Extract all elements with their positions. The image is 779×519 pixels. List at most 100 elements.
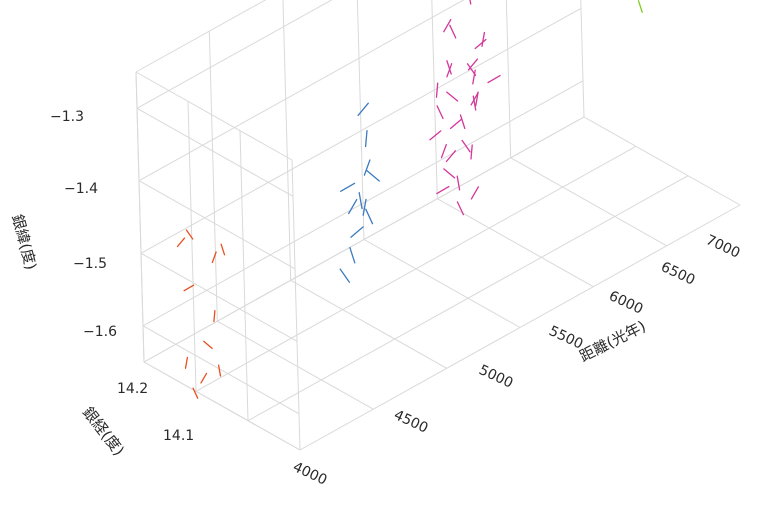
floor-gridline (217, 320, 374, 410)
data-segment (637, 0, 643, 13)
x-tick: 7000 (703, 232, 742, 262)
data-segment (443, 168, 456, 179)
data-segment (470, 92, 479, 106)
data-segment (364, 129, 368, 148)
side-gridline (140, 252, 298, 342)
x-tick: 5000 (476, 362, 515, 392)
floor-gridline (510, 157, 667, 247)
data-segment (349, 246, 356, 264)
data-segment (350, 226, 364, 238)
data-segment (176, 237, 186, 248)
x-tick: 4000 (290, 459, 329, 489)
data-segment (203, 340, 213, 350)
side-gridline (291, 159, 301, 451)
side-gridline (135, 71, 145, 363)
wall-gridline (138, 0, 465, 182)
data-segment (211, 251, 217, 264)
floor-gridline (290, 279, 447, 369)
data-segment (481, 31, 486, 47)
data-segment (461, 139, 471, 153)
labels: 4000 4500 5000 5500 6000 6500 7000 距離(光年… (8, 109, 742, 489)
floor-gridline (363, 239, 521, 328)
wall-gridline (135, 0, 267, 73)
y-tick: 14.2 (117, 381, 148, 397)
side-gridline (135, 71, 293, 161)
data-segment (467, 58, 479, 71)
wall-gridline (282, 0, 292, 281)
side-gridline (136, 107, 294, 197)
data-segment (446, 91, 459, 102)
x-tick: 4500 (391, 407, 430, 437)
floor-gridline (583, 116, 741, 206)
data-segment (472, 69, 476, 85)
data-segment (456, 201, 465, 216)
side-gridline (187, 101, 197, 392)
x-axis-title: 距離(光年) (577, 317, 649, 366)
wall-gridline (356, 0, 365, 240)
data-segment (213, 309, 216, 323)
z-tick: −1.6 (83, 324, 117, 340)
data-segment (357, 102, 369, 117)
data-segment (366, 170, 380, 182)
data-segment (220, 243, 226, 256)
data-segment (474, 38, 487, 50)
data-segment (470, 186, 480, 200)
data-segment (348, 198, 358, 215)
floor-gridline (195, 145, 637, 392)
data-segment (435, 82, 439, 98)
data-segment (446, 60, 452, 75)
wall-gridline (208, 31, 218, 322)
data-segment (192, 387, 199, 399)
data-segment (185, 229, 194, 240)
wall-gridline (143, 116, 585, 363)
data-segment (470, 144, 473, 160)
data-segment (363, 159, 371, 176)
wall-gridline (505, 0, 512, 158)
z-tick: −1.4 (64, 181, 98, 197)
side-gridline (142, 325, 300, 415)
data-segment (459, 114, 466, 130)
y-axis-title: 銀経(度) (79, 403, 128, 459)
side-gridline (143, 361, 301, 451)
floor-gridline (247, 175, 689, 422)
data-segment (440, 143, 447, 159)
data-segment (472, 95, 477, 111)
data-segment (358, 192, 363, 210)
data-segment (446, 63, 453, 78)
grid (135, 0, 741, 451)
data-segment (445, 150, 457, 163)
y-tick: 14.1 (163, 428, 194, 444)
data-segment (429, 130, 442, 141)
wall-gridline (140, 7, 582, 254)
wall-gridline (431, 0, 438, 199)
data-layer (176, 0, 643, 399)
data-segment (436, 185, 450, 195)
data-segment (436, 105, 444, 120)
data-segment (456, 175, 461, 191)
data-segment (339, 268, 351, 283)
z-axis-title: 銀緯(度) (8, 212, 40, 271)
data-segment (449, 118, 462, 130)
wall-gridline (142, 80, 584, 327)
data-segment (487, 74, 501, 84)
data-segment (365, 208, 374, 225)
side-gridline (138, 180, 296, 270)
data-segment (362, 198, 367, 216)
data-segment (183, 284, 195, 292)
data-segment (217, 364, 222, 377)
data-segment (184, 356, 189, 369)
data-segment (340, 182, 356, 192)
data-segment (200, 372, 208, 384)
floor-gridline (299, 204, 741, 451)
x-tick: 6000 (606, 288, 645, 318)
data-segment (443, 18, 452, 33)
data-segment (475, 91, 479, 107)
z-tick: −1.5 (73, 256, 107, 272)
z-tick: −1.3 (50, 109, 84, 125)
wall-gridline (136, 0, 333, 109)
data-segment (469, 0, 472, 5)
data-segment (449, 24, 457, 39)
side-gridline (239, 130, 249, 421)
